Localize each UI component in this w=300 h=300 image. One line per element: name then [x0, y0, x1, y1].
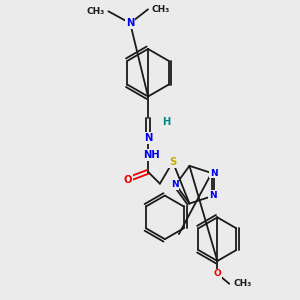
- Text: N: N: [144, 133, 152, 143]
- Text: CH₃: CH₃: [86, 7, 104, 16]
- Text: CH₃: CH₃: [233, 279, 251, 288]
- Text: N: N: [126, 18, 134, 28]
- Text: H: H: [162, 117, 170, 127]
- Text: O: O: [214, 269, 221, 278]
- Text: S: S: [169, 157, 176, 167]
- Text: N: N: [171, 180, 178, 189]
- Text: NH: NH: [143, 150, 159, 160]
- Text: CH₃: CH₃: [152, 5, 170, 14]
- Text: O: O: [124, 175, 133, 185]
- Text: N: N: [210, 169, 218, 178]
- Text: N: N: [209, 191, 216, 200]
